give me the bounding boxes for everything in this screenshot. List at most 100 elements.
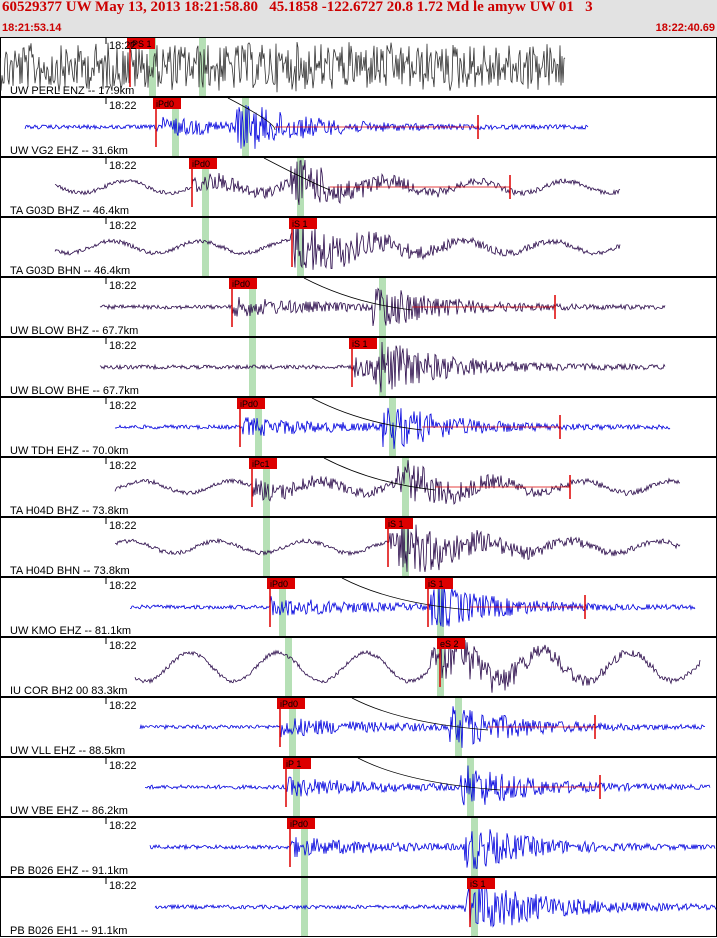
station-label: UW VG2 EHZ -- 31.6km [10,145,128,157]
theoretical-arrival-curve [311,397,423,431]
waveform-trace [0,42,566,93]
theoretical-arrival-curve [263,157,331,191]
waveform-trace [24,104,589,149]
window-start-time: 18:21:53.14 [2,22,62,34]
station-label: PB B026 EHZ -- 91.1km [10,865,128,877]
pick-label: iS 1 [292,219,308,229]
pick-label-box [287,818,315,829]
p-phase-band [249,278,256,336]
pick-label: iPd0 [156,99,174,109]
trace-time-label: 18:22 [109,280,137,292]
waveform-trace [134,639,701,693]
trace-time-label: 18:22 [109,400,137,412]
station-label: IU COR BH2 00 83.3km [10,685,127,697]
station-label: UW PERL ENZ -- 17.9km [10,85,134,97]
station-label: UW VLL EHZ -- 88.5km [10,745,125,757]
trace-time-label: 18:22 [109,820,137,832]
pick-label-box [467,878,495,889]
station-label: UW KMO EHZ -- 81.1km [10,625,131,637]
pick-label-box [229,278,257,289]
pick-label: iS 1 [470,879,486,889]
trace-time-label: 18:22 [109,760,137,772]
station-label: UW TDH EHZ -- 70.0km [10,445,128,457]
waveform-trace [114,407,671,449]
traces-layer [0,42,717,928]
station-label: UW VBE EHZ -- 86.2km [10,805,128,817]
pick-label-box [437,638,465,649]
theoretical-arrival-curve [351,697,489,731]
p-phase-band [289,698,296,756]
waveform-trace [154,880,717,928]
pick-label: iPd0 [232,279,250,289]
station-label: TA G03D BHN -- 46.4km [10,265,130,277]
station-label: UW BLOW BHE -- 67.7km [10,385,139,397]
waveform-trace [130,584,696,627]
station-label: TA G03D BHZ -- 46.4km [10,205,129,217]
pick-label: iS 1 [388,519,404,529]
s-phase-band [199,38,206,96]
theoretical-arrival-curve [357,757,501,791]
pick-label-box [385,518,413,529]
s-phase-band [297,218,304,276]
p-phase-band [301,818,308,876]
theoretical-arrival-curve [341,577,471,611]
pick-label-box [189,158,217,169]
trace-time-label: 18:22 [109,100,137,112]
theoretical-arrival-curve [227,97,276,131]
waveform-trace [54,219,621,270]
pick-label: iPd0 [192,159,210,169]
p-phase-band [149,38,156,96]
p-phase-band [202,158,209,216]
waveform-trace [99,287,666,327]
waveform-trace [54,159,621,206]
pick-label: iPd0 [280,699,298,709]
trace-time-label: 18:22 [109,580,137,592]
trace-time-label: 18:22 [109,460,137,472]
phase-bands-layer [149,38,478,936]
frames-layer [0,37,717,937]
s-phase-band [402,518,409,576]
trace-time-label: 18:22 [109,220,137,232]
pick-label: iS 1 [428,579,444,589]
waveform-trace [114,460,681,505]
pick-label-box [237,398,265,409]
trace-time-label: 18:22 [109,700,137,712]
s-phase-band [379,278,386,336]
waveform-trace [114,519,681,572]
station-label: UW BLOW BHZ -- 67.7km [10,325,138,337]
pick-label-box [127,38,155,49]
trace-time-label: 18:22 [109,520,137,532]
trace-time-label: 18:22 [109,40,137,52]
theoretical-arrival-curve [303,277,413,311]
pick-label: iPc1 [252,459,270,469]
s-phase-band [297,158,304,216]
trace-time-label: 18:22 [109,640,137,652]
pick-label: iPS 1 [130,39,152,49]
p-phase-band [263,518,270,576]
pick-label-box [267,578,295,589]
p-phase-band [293,758,300,816]
pick-label: iS 1 [352,339,368,349]
pick-label-box [349,338,377,349]
s-phase-band [402,458,409,516]
s-phase-band [471,878,478,936]
event-title: 60529377 UW May 13, 2013 18:21:58.80 45.… [2,0,593,15]
trace-time-label: 18:22 [109,340,137,352]
waveform-trace [149,829,716,869]
s-phase-band [471,818,478,876]
waveform-trace [139,706,706,748]
p-phase-band [263,458,270,516]
pick-label: eS 2 [440,639,459,649]
pick-label: iPd0 [290,819,308,829]
trace-time-label: 18:22 [109,880,137,892]
station-label: TA H04D BHZ -- 73.8km [10,505,128,517]
pick-label-box [249,458,277,469]
theoretical-arrival-curve [323,457,436,491]
pick-label: iP 1 [286,759,301,769]
pick-label-box [425,578,453,589]
station-label: PB B026 EH1 -- 91.1km [10,925,127,937]
window-end-time: 18:22:40.69 [655,22,715,34]
station-label: TA H04D BHN -- 73.8km [10,565,130,577]
trace-time-label: 18:22 [109,160,137,172]
